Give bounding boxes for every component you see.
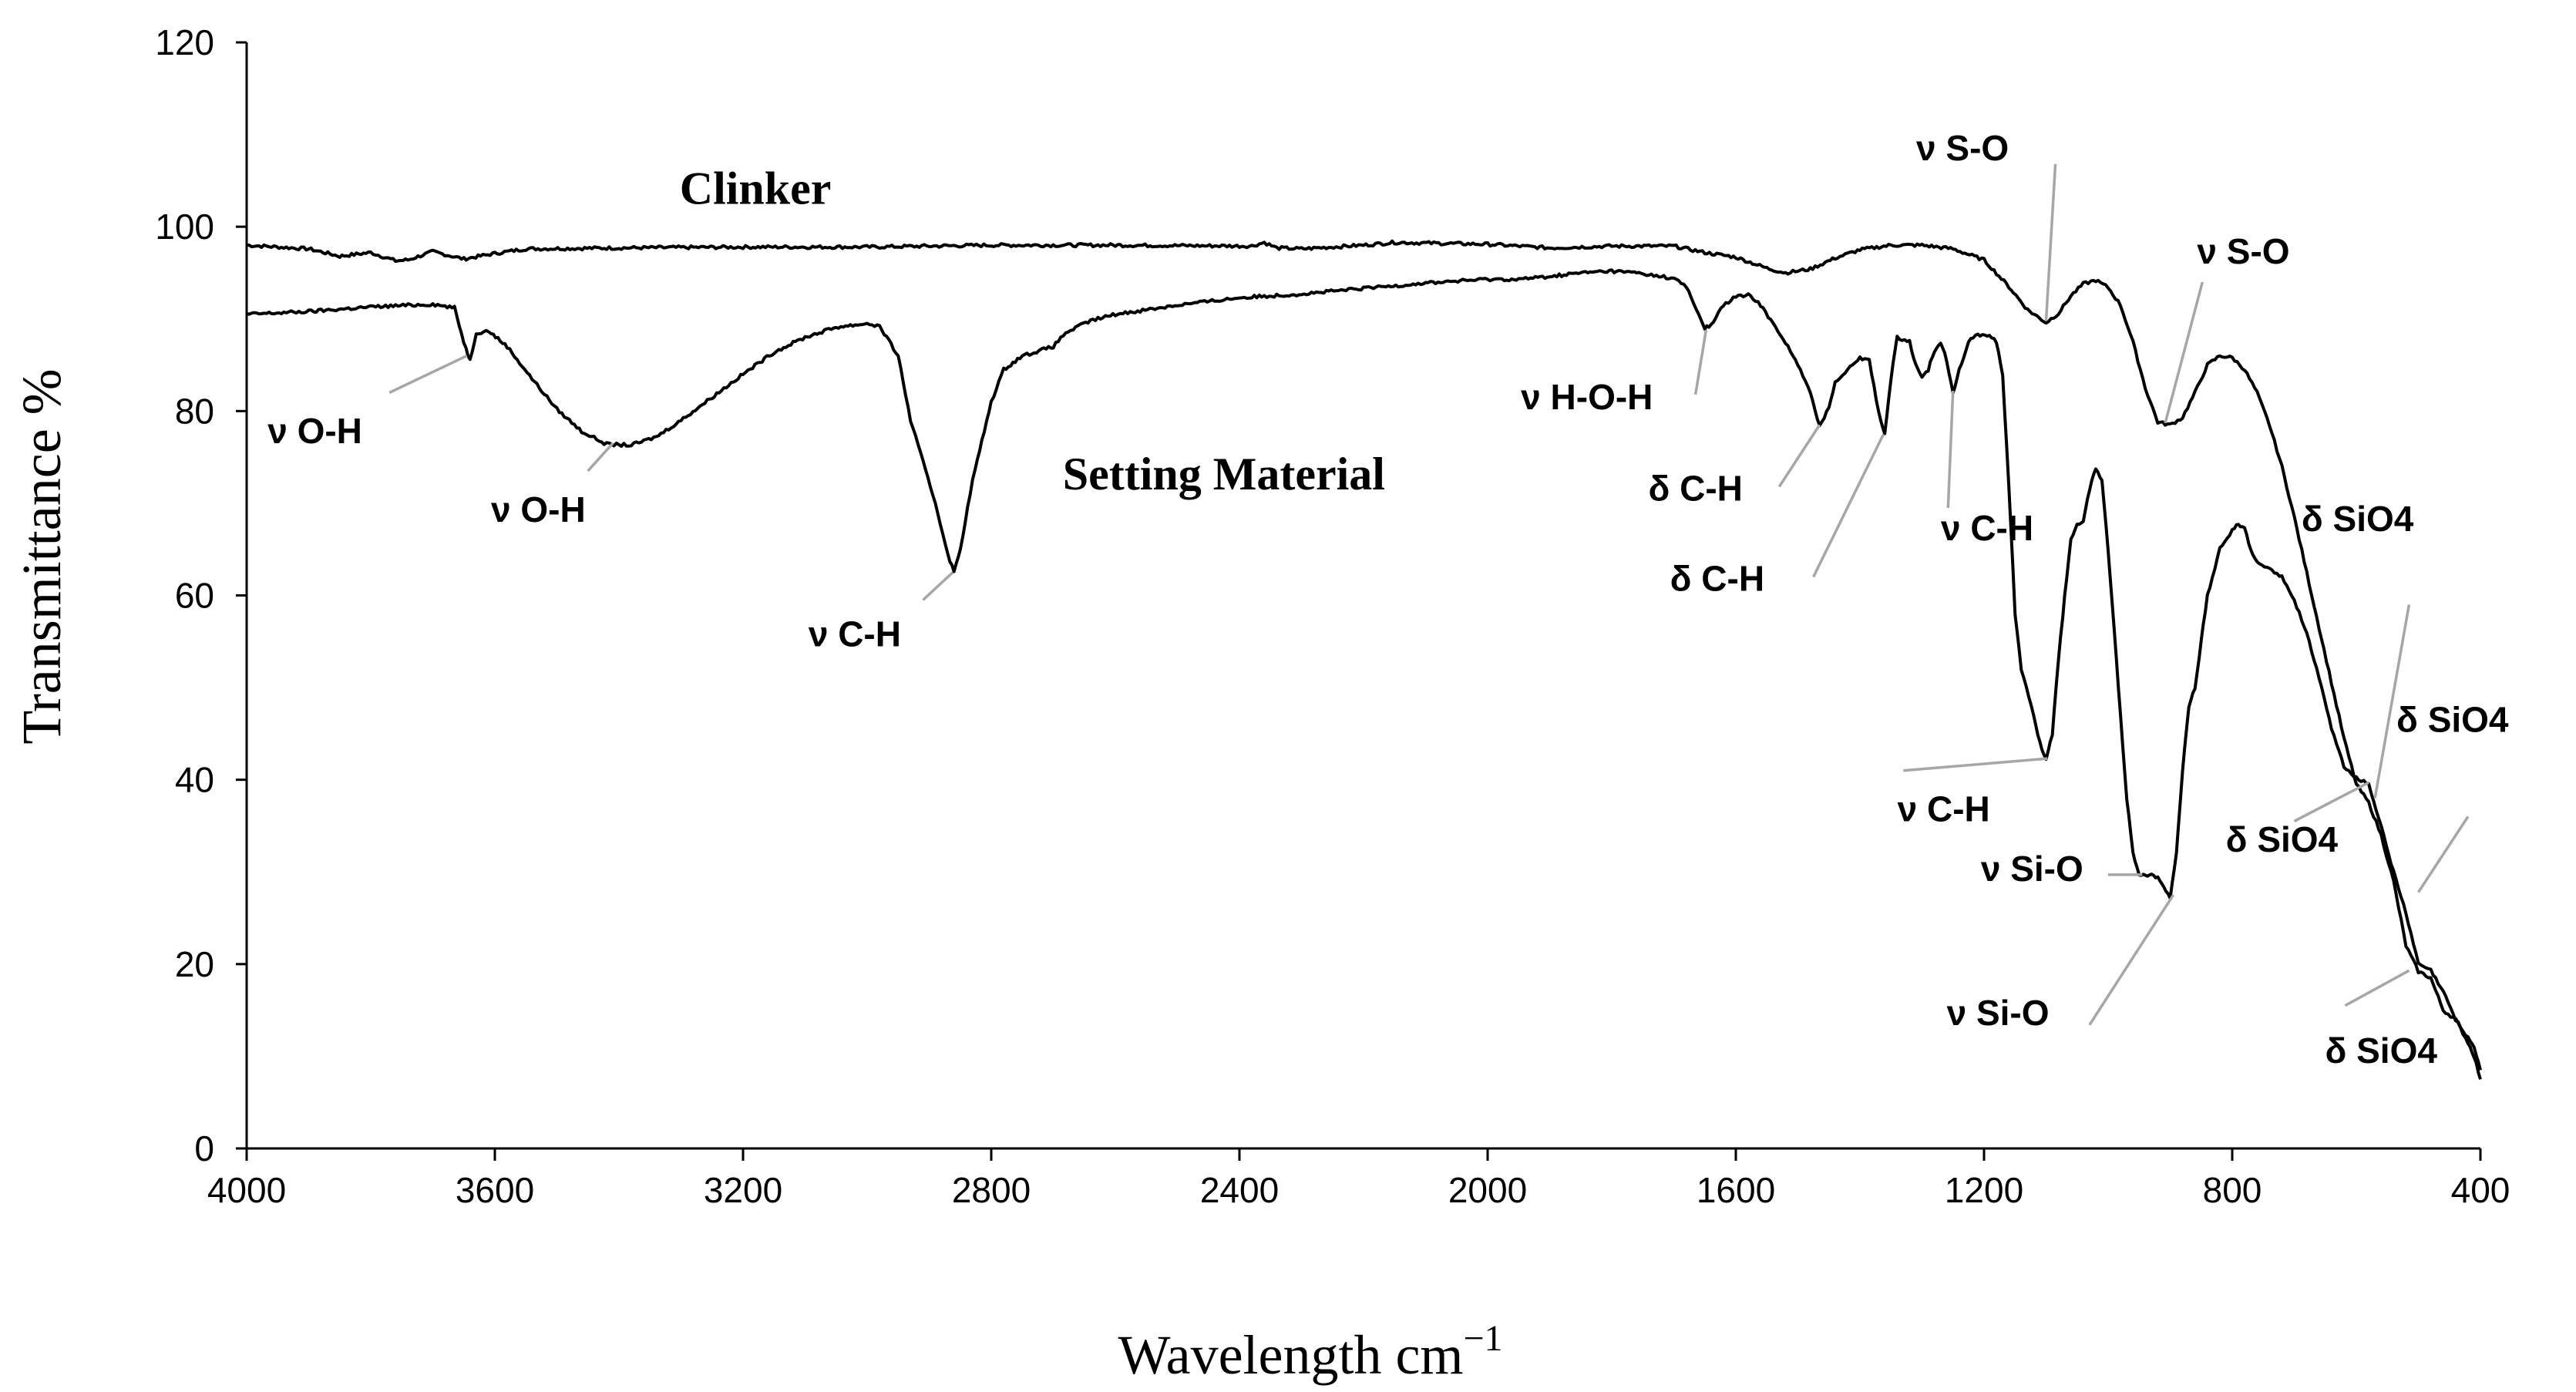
annotation-leader-line	[1812, 433, 1885, 578]
x-axis-title-text: Wavelength cm	[1118, 1324, 1463, 1386]
annotation-leader-line	[922, 571, 954, 601]
annotation-leader-line	[1777, 424, 1821, 488]
annotation-leader-line	[2293, 781, 2369, 823]
x-tick-label: 4000	[207, 1170, 286, 1210]
chart-axes: 0 20 40 60 80 100 120 4000 3600 3200 2800 2400 2000 1…	[155, 22, 2510, 1210]
x-tick-label: 2000	[1448, 1170, 1527, 1210]
annotation-leader-line	[2044, 163, 2057, 321]
annotation-leader-line	[2344, 969, 2410, 1007]
peak-annotation-label: ν O-H	[491, 489, 586, 530]
series-label-layer: Clinker Setting Material	[680, 163, 1385, 499]
peak-annotation-label: δ SiO4	[2226, 819, 2339, 859]
peak-annotation-label: ν H-O-H	[1521, 377, 1653, 417]
x-tick-label: 1600	[1697, 1170, 1775, 1210]
y-tick-label: 80	[175, 391, 214, 431]
annotation-leader-line	[2088, 894, 2174, 1026]
x-tick-label: 800	[2203, 1170, 2262, 1210]
annotation-layer: ν O-H ν O-H ν C-H ν H-O-H δ C-H δ C-H ν C-H ν S…	[267, 128, 2509, 1071]
peak-annotation-label: ν S-O	[2197, 231, 2289, 271]
peak-annotation-label: ν C-H	[809, 614, 901, 654]
x-axis-title: Wavelength cm−1	[1118, 1318, 1502, 1386]
peak-annotation-label: ν Si-O	[1947, 993, 2050, 1033]
peak-annotation-label: δ SiO4	[2325, 1031, 2437, 1071]
x-tick-label: 2400	[1200, 1170, 1279, 1210]
x-tick-label: 2800	[952, 1170, 1031, 1210]
peak-annotation-label: ν C-H	[1898, 788, 1990, 829]
annotation-leader-line	[587, 442, 614, 472]
x-axis-title-superscript: −1	[1463, 1318, 1502, 1359]
x-tick-label: 3200	[704, 1170, 782, 1210]
series-line-clinker	[246, 239, 2482, 1080]
y-tick-label: 40	[175, 760, 214, 800]
peak-annotation-label: ν S-O	[1916, 128, 2009, 168]
x-tick-label: 1200	[1945, 1170, 2023, 1210]
y-tick-label: 0	[194, 1128, 214, 1168]
y-axis-title: Transmittance %	[11, 368, 72, 744]
y-tick-label: 100	[155, 207, 214, 247]
series-label: Setting Material	[1063, 449, 1385, 499]
annotation-leader-line	[1903, 757, 2048, 772]
series-line-setting-material	[246, 268, 2482, 1071]
annotation-leader-line	[1693, 329, 1708, 395]
series-label: Clinker	[680, 163, 832, 214]
annotation-leader-line	[2417, 815, 2470, 893]
annotation-leader-line	[1946, 390, 1955, 508]
peak-annotation-label: ν O-H	[267, 411, 362, 451]
annotation-leader-line	[2164, 281, 2204, 424]
peak-annotation-label: δ SiO4	[2302, 499, 2414, 539]
y-tick-label: 120	[155, 22, 214, 62]
annotation-leader-line	[2373, 604, 2411, 799]
y-tick-label: 20	[175, 944, 214, 984]
peak-annotation-label: δ C-H	[1648, 468, 1742, 508]
peak-annotation-label: δ C-H	[1670, 559, 1764, 599]
peak-annotation-label: ν C-H	[1941, 508, 2033, 548]
annotation-leader-line	[388, 355, 468, 394]
x-tick-label: 400	[2451, 1170, 2510, 1210]
peak-annotation-label: δ SiO4	[2396, 699, 2509, 739]
y-tick-label: 60	[175, 576, 214, 616]
series-layer	[246, 239, 2482, 1080]
x-tick-label: 3600	[456, 1170, 534, 1210]
peak-annotation-label: ν Si-O	[1981, 849, 2083, 889]
